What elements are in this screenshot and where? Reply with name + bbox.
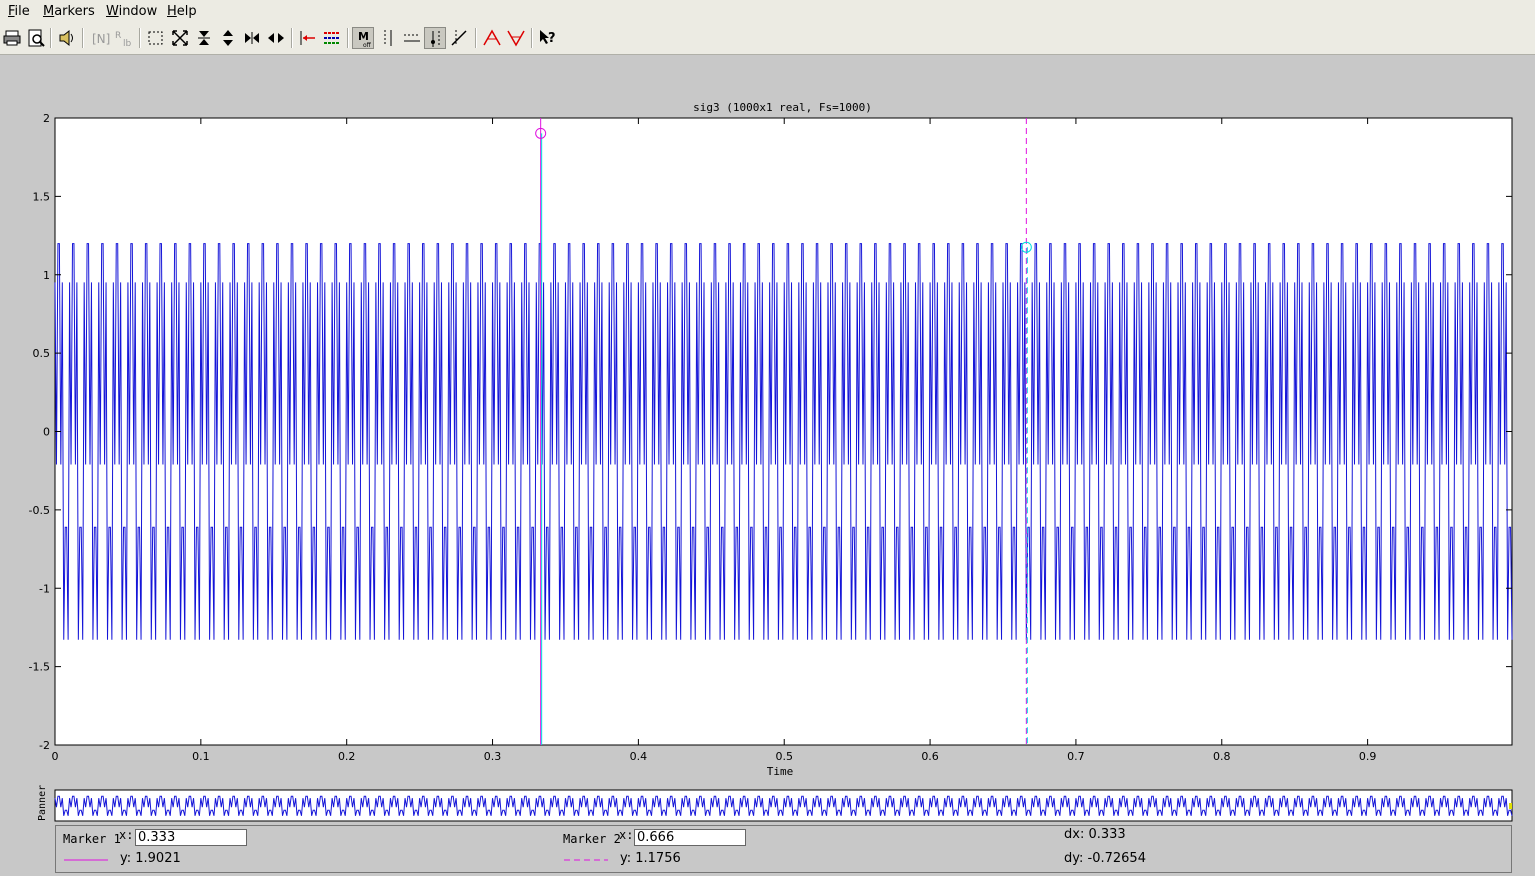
panner-handle xyxy=(1509,803,1512,809)
menu-help-label: elp xyxy=(176,4,197,19)
svg-text:off: off xyxy=(363,42,372,49)
select-icon[interactable] xyxy=(145,27,167,49)
vertical-marker-icon[interactable] xyxy=(377,27,399,49)
y-tick-label: 0.5 xyxy=(33,347,51,360)
toolbar-separator xyxy=(50,28,52,48)
svg-text:M: M xyxy=(358,30,369,43)
marker2-label: Marker 2 xyxy=(563,832,621,846)
x-tick-label: 0.4 xyxy=(630,750,648,763)
marker2-y-value: y: 1.1756 xyxy=(620,851,681,866)
x-tick-label: 0.7 xyxy=(1067,750,1085,763)
menu-markers-label: arkers xyxy=(54,4,95,19)
marker1-label: Marker 1 xyxy=(63,832,121,846)
slope-marker-icon[interactable] xyxy=(448,27,470,49)
menu-help-hotkey: H xyxy=(167,4,177,19)
track-marker-icon[interactable] xyxy=(424,27,446,49)
svg-text:?: ? xyxy=(548,31,556,46)
y-tick-label: 1.5 xyxy=(33,190,51,203)
zoom-horizontal-out-icon[interactable] xyxy=(265,27,287,49)
y-tick-label: 2 xyxy=(43,112,50,125)
print-preview-icon[interactable] xyxy=(25,27,47,49)
y-tick-label: -2 xyxy=(39,739,50,752)
x-tick-label: 0.2 xyxy=(338,750,356,763)
play-sound-icon[interactable] xyxy=(56,27,78,49)
array-signals-icon[interactable]: [N] xyxy=(89,27,111,49)
marker1-x-field[interactable]: 0.333 xyxy=(135,829,247,846)
marker1-x-label: x: xyxy=(119,828,134,842)
marker1-line-swatch xyxy=(64,859,108,861)
menu-window[interactable]: Window xyxy=(106,4,157,19)
x-tick-label: 0 xyxy=(52,750,59,763)
x-tick-label: 0.9 xyxy=(1359,750,1377,763)
menu-bar: File Markers Window Help xyxy=(0,0,1535,23)
panner-signal xyxy=(54,795,1513,816)
zoom-vertical-out-icon[interactable] xyxy=(217,27,239,49)
y-tick-label: -1.5 xyxy=(29,661,50,674)
x-tick-label: 0.8 xyxy=(1213,750,1231,763)
marker-panel: Marker 1 x: 0.333 y: 1.9021 Marker 2 x: … xyxy=(55,825,1512,873)
horizontal-marker-icon[interactable] xyxy=(401,27,423,49)
peaks-icon[interactable] xyxy=(481,27,503,49)
svg-text:lb: lb xyxy=(123,39,132,49)
menu-help[interactable]: Help xyxy=(167,4,197,19)
zoom-horizontal-in-icon[interactable] xyxy=(241,27,263,49)
marker2-x-label: x: xyxy=(619,828,634,842)
chart-title: sig3 (1000x1 real, Fs=1000) xyxy=(693,101,872,114)
menu-markers-hotkey: M xyxy=(43,4,55,19)
toolbar-separator xyxy=(82,28,84,48)
panner-icon[interactable] xyxy=(297,27,319,49)
valleys-icon[interactable] xyxy=(505,27,527,49)
menu-file-hotkey: F xyxy=(8,4,15,19)
delta-y-value: dy: -0.72654 xyxy=(1064,851,1146,866)
marker2-line-swatch xyxy=(564,859,608,861)
menu-file[interactable]: File xyxy=(8,4,30,19)
print-icon[interactable] xyxy=(1,27,23,49)
x-tick-label: 0.5 xyxy=(775,750,793,763)
toolbar-separator xyxy=(531,28,533,48)
toolbar-separator xyxy=(475,28,477,48)
toolbar-separator xyxy=(139,28,141,48)
svg-text:[N]: [N] xyxy=(92,32,110,46)
x-tick-label: 0.1 xyxy=(192,750,210,763)
signal-series xyxy=(54,243,1513,640)
x-tick-label: 0.6 xyxy=(921,750,939,763)
marker2-x-field[interactable]: 0.666 xyxy=(634,829,746,846)
delta-x-value: dx: 0.333 xyxy=(1064,827,1126,842)
zoom-fit-icon[interactable] xyxy=(169,27,191,49)
panner-label: Panner xyxy=(37,784,48,821)
zoom-vertical-in-icon[interactable] xyxy=(193,27,215,49)
menu-markers[interactable]: Markers xyxy=(43,4,95,19)
marker1-y-value: y: 1.9021 xyxy=(120,851,181,866)
marker2-point xyxy=(1020,241,1032,253)
svg-text:R: R xyxy=(115,31,121,41)
y-tick-label: -1 xyxy=(39,582,50,595)
lines-icon[interactable] xyxy=(321,27,343,49)
x-tick-label: 0.3 xyxy=(484,750,502,763)
menu-window-label: indow xyxy=(118,4,158,19)
menu-file-label: ile xyxy=(14,4,30,19)
toolbar-separator xyxy=(347,28,349,48)
marker1-point xyxy=(535,127,547,139)
whats-this-icon[interactable]: ? xyxy=(537,27,559,49)
x-axis-label: Time xyxy=(766,765,794,778)
y-tick-label: 0 xyxy=(43,426,50,439)
menu-window-hotkey: W xyxy=(106,4,119,19)
y-tick-label: 1 xyxy=(43,269,50,282)
toolbar-separator xyxy=(291,28,293,48)
y-tick-label: -0.5 xyxy=(29,504,50,517)
